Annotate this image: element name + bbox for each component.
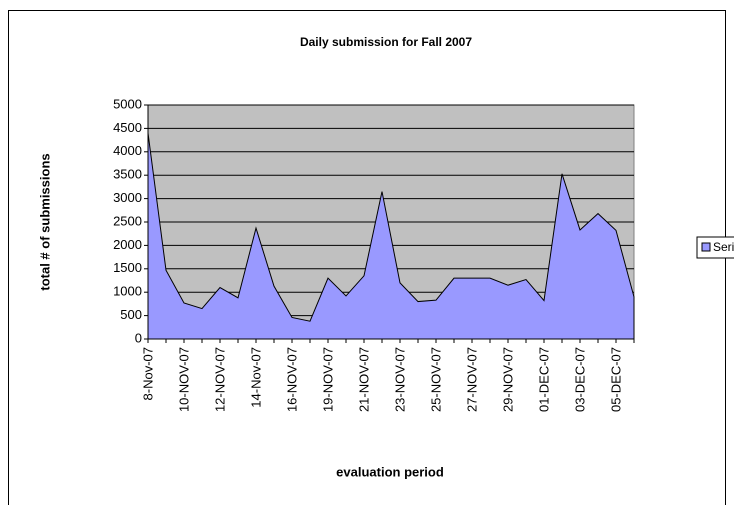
y-tick-label: 4500 — [113, 120, 142, 135]
chart-title: Daily submission for Fall 2007 — [300, 35, 472, 49]
x-tick-label: 19-NOV-07 — [320, 347, 335, 412]
x-tick-label: 12-NOV-07 — [212, 347, 227, 412]
x-tick-label: 03-DEC-07 — [572, 347, 587, 412]
x-tick-label: 8-Nov-07 — [140, 347, 155, 400]
x-tick-label: 05-DEC-07 — [608, 347, 623, 412]
y-tick-label: 500 — [120, 307, 142, 322]
x-tick-label: 23-NOV-07 — [392, 347, 407, 412]
x-tick-label: 01-DEC-07 — [536, 347, 551, 412]
legend-box — [696, 236, 734, 259]
y-tick-label: 3000 — [113, 190, 142, 205]
legend-swatch — [701, 242, 711, 252]
x-axis-label: evaluation period — [336, 464, 444, 479]
y-tick-label: 2500 — [113, 213, 142, 228]
area — [147, 133, 635, 340]
y-tick-label: 3500 — [113, 167, 142, 182]
x-tick-label: 10-NOV-07 — [176, 347, 191, 412]
x-tick-label: 21-NOV-07 — [356, 347, 371, 412]
y-tick-label: 1500 — [113, 260, 142, 275]
y-axis-label: total # of submissions — [37, 153, 52, 290]
x-tick-label: 16-NOV-07 — [284, 347, 299, 412]
x-tick-label: 29-NOV-07 — [500, 347, 515, 412]
y-tick-label: 0 — [135, 330, 142, 345]
x-tick-label: 14-Nov-07 — [248, 347, 263, 408]
x-tick-label: 25-NOV-07 — [428, 347, 443, 412]
y-tick-label: 4000 — [113, 143, 142, 158]
legend-label: Series1 — [713, 240, 734, 254]
y-tick-label: 5000 — [113, 96, 142, 111]
x-tick-label: 27-NOV-07 — [464, 347, 479, 412]
y-tick-label: 2000 — [113, 237, 142, 252]
y-tick-label: 1000 — [113, 284, 142, 299]
